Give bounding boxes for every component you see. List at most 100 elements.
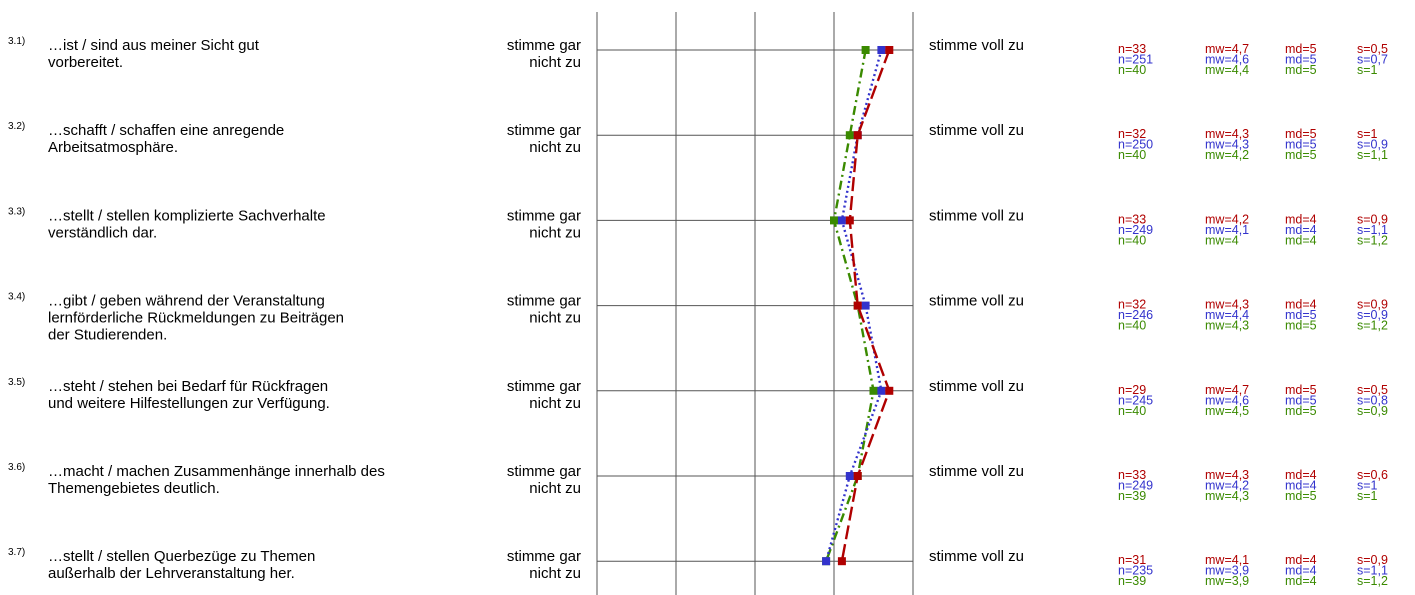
stat-value: s=0,9	[1357, 212, 1388, 226]
scale-label-left: stimme gar nicht zu	[507, 207, 581, 241]
stat-value: md=4	[1285, 212, 1317, 226]
scale-label-right: stimme voll zu	[929, 122, 1024, 139]
stat-value: mw=4,1	[1205, 553, 1249, 567]
scale-label-left-line: nicht zu	[529, 565, 581, 582]
scale-label-right: stimme voll zu	[929, 293, 1024, 310]
stat-value: n=33	[1118, 212, 1146, 226]
scale-label-left-line: stimme gar	[507, 548, 581, 565]
stat-value: md=4	[1285, 574, 1317, 588]
stat-value: s=0,9	[1357, 138, 1388, 152]
stat-value: md=5	[1285, 404, 1317, 418]
stat-value: md=4	[1285, 223, 1317, 237]
stat-value: n=40	[1118, 404, 1146, 418]
stat-value: n=33	[1118, 42, 1146, 56]
series-marker	[853, 472, 862, 480]
stat-value: mw=4,4	[1205, 308, 1249, 322]
chart-grid	[596, 12, 914, 595]
question-text-line: vorbereitet.	[48, 54, 123, 71]
question-text: …schafft / schaffen eine anregende Arbeit…	[48, 122, 284, 156]
stat-value: s=0,9	[1357, 553, 1388, 567]
question-text-line: …schafft / schaffen eine anregende	[48, 122, 284, 139]
question-number: 3.3)	[8, 206, 25, 217]
stat-value: md=5	[1285, 308, 1317, 322]
series-marker	[885, 46, 894, 54]
stat-value: n=249	[1118, 223, 1153, 237]
series-marker	[877, 386, 886, 395]
stat-value: s=1,2	[1357, 574, 1388, 588]
stat-value: mw=4,6	[1205, 393, 1249, 407]
stat-value: md=5	[1285, 127, 1317, 141]
stat-value: n=40	[1118, 319, 1146, 333]
question-text-line: …ist / sind aus meiner Sicht gut	[48, 37, 260, 54]
stat-value: mw=4,2	[1205, 148, 1249, 162]
question-text-line: Themengebietes deutlich.	[48, 480, 220, 497]
stat-value: n=249	[1118, 479, 1153, 493]
stat-value: mw=4,3	[1205, 489, 1249, 503]
question-number: 3.2)	[8, 121, 25, 132]
stat-value: s=0,9	[1357, 404, 1388, 418]
scale-label-left-line: nicht zu	[529, 54, 581, 71]
stat-value: md=5	[1285, 148, 1317, 162]
stat-value: mw=4,7	[1205, 383, 1249, 397]
question-text: …ist / sind aus meiner Sicht gut vorberei…	[48, 37, 260, 71]
question-text: …stellt / stellen komplizierte Sachverha…	[48, 207, 326, 241]
question-text-line: verständlich dar.	[48, 224, 157, 241]
stat-value: md=5	[1285, 138, 1317, 152]
scale-label-left-line: nicht zu	[529, 139, 581, 156]
series-marker	[845, 472, 854, 480]
stat-value: s=0,8	[1357, 393, 1388, 407]
stat-value: mw=4,7	[1205, 42, 1249, 56]
series-marker	[877, 46, 886, 54]
series-marker	[837, 557, 846, 566]
stat-value: md=4	[1285, 233, 1317, 247]
scale-label-left: stimme gar nicht zu	[507, 37, 581, 71]
series-marker	[837, 216, 846, 225]
series-marker	[845, 131, 854, 140]
question-number: 3.6)	[8, 462, 25, 473]
scale-label-left-line: stimme gar	[507, 207, 581, 224]
stat-value: mw=4,3	[1205, 138, 1249, 152]
question-number: 3.1)	[8, 36, 25, 47]
scale-label-right: stimme voll zu	[929, 37, 1024, 54]
stat-value: n=235	[1118, 564, 1153, 578]
stat-value: s=1,1	[1357, 148, 1388, 162]
scale-label-left-line: stimme gar	[507, 293, 581, 310]
stat-value: s=1	[1357, 489, 1378, 503]
stat-value: n=29	[1118, 383, 1146, 397]
stat-value: s=0,7	[1357, 53, 1388, 67]
stat-value: n=246	[1118, 308, 1153, 322]
scale-label-right: stimme voll zu	[929, 207, 1024, 224]
scale-label-left-line: stimme gar	[507, 378, 581, 395]
question-text-line: und weitere Hilfestellungen zur Verfügun…	[48, 395, 330, 412]
scale-label-right: stimme voll zu	[929, 548, 1024, 565]
series-marker	[830, 216, 838, 225]
scale-label-right: stimme voll zu	[929, 378, 1024, 395]
stat-value: mw=4,6	[1205, 53, 1249, 67]
series-marker	[861, 301, 870, 310]
stat-value: md=5	[1285, 383, 1317, 397]
scale-label-left: stimme gar nicht zu	[507, 463, 581, 497]
stat-value: md=5	[1285, 53, 1317, 67]
question-text-line: …stellt / stellen komplizierte Sachverha…	[48, 207, 326, 224]
stat-value: n=31	[1118, 553, 1146, 567]
question-text: …stellt / stellen Querbezüge zu Themen au…	[48, 548, 315, 582]
stat-value: n=250	[1118, 138, 1153, 152]
stat-value: n=40	[1118, 63, 1146, 77]
question-text: …macht / machen Zusammenhänge innerhalb …	[48, 463, 385, 497]
series-marker	[822, 557, 831, 566]
question-number: 3.4)	[8, 292, 25, 303]
stat-value: n=40	[1118, 148, 1146, 162]
question-text-line: …gibt / geben während der Veranstaltung	[48, 293, 325, 310]
series-marker	[885, 386, 894, 395]
stat-value: s=0,9	[1357, 298, 1388, 312]
stat-value: s=1,2	[1357, 319, 1388, 333]
scale-label-left-line: stimme gar	[507, 463, 581, 480]
question-text-line: …macht / machen Zusammenhänge innerhalb …	[48, 463, 385, 480]
stat-value: s=1,2	[1357, 233, 1388, 247]
question-text: …steht / stehen bei Bedarf für Rückfrage…	[48, 378, 330, 412]
scale-label-left: stimme gar nicht zu	[507, 293, 581, 327]
stat-value: mw=4,2	[1205, 479, 1249, 493]
stat-value: s=0,5	[1357, 383, 1388, 397]
stat-value: n=32	[1118, 298, 1146, 312]
